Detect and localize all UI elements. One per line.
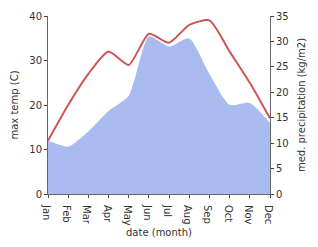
svg-text:Mar: Mar (81, 205, 92, 225)
svg-text:35: 35 (276, 11, 289, 22)
svg-text:40: 40 (29, 11, 42, 22)
svg-text:med. precipitation (kg/m2): med. precipitation (kg/m2) (296, 38, 307, 172)
svg-text:Jan: Jan (41, 204, 52, 220)
svg-text:Aug: Aug (182, 205, 193, 225)
svg-text:max temp (C): max temp (C) (9, 70, 20, 139)
svg-text:15: 15 (276, 112, 289, 123)
svg-text:Sep: Sep (202, 205, 213, 224)
svg-text:20: 20 (29, 100, 42, 111)
svg-text:Feb: Feb (61, 205, 72, 223)
svg-text:May: May (122, 205, 133, 226)
svg-text:20: 20 (276, 87, 289, 98)
svg-text:5: 5 (276, 163, 282, 174)
svg-text:25: 25 (276, 61, 289, 72)
svg-text:30: 30 (276, 36, 289, 47)
svg-text:10: 10 (276, 138, 289, 149)
svg-text:Nov: Nov (243, 205, 254, 225)
svg-text:Jul: Jul (162, 204, 173, 217)
svg-text:Jun: Jun (142, 204, 153, 221)
svg-text:0: 0 (276, 189, 282, 200)
svg-text:30: 30 (29, 55, 42, 66)
svg-text:Apr: Apr (102, 205, 113, 223)
svg-text:date (month): date (month) (126, 227, 192, 238)
svg-text:Dec: Dec (263, 205, 274, 224)
svg-text:Oct: Oct (223, 205, 234, 222)
svg-text:10: 10 (29, 144, 42, 155)
svg-text:0: 0 (36, 189, 42, 200)
